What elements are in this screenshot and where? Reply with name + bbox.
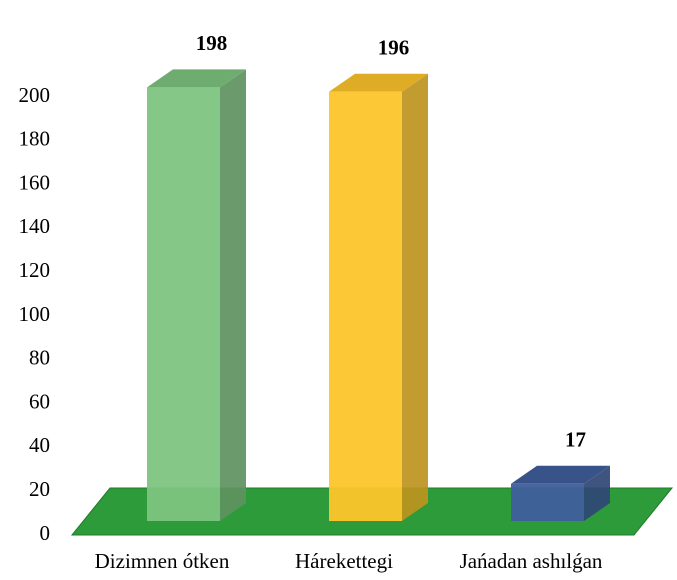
value-label: 196	[378, 36, 410, 60]
bar	[329, 91, 402, 521]
y-tick-label: 100	[19, 302, 51, 326]
y-tick-label: 200	[19, 83, 51, 107]
y-tick-label: 20	[29, 477, 50, 501]
y-tick-label: 80	[29, 346, 50, 370]
bar-side	[584, 465, 610, 521]
y-tick-label: 180	[19, 127, 51, 151]
y-tick-label: 120	[19, 258, 51, 282]
bar-top	[147, 69, 246, 88]
y-tick-label: 160	[19, 170, 51, 194]
bar-side	[220, 69, 246, 521]
y-tick-label: 140	[19, 214, 51, 238]
y-tick-label: 0	[40, 521, 51, 545]
y-tick-label: 40	[29, 433, 50, 457]
bar-top	[511, 465, 610, 484]
bar-top	[329, 73, 428, 92]
value-label: 17	[565, 428, 586, 452]
bar	[147, 87, 220, 521]
x-tick-label: Jańadan ashılǵan	[460, 549, 603, 573]
bar-side	[402, 73, 428, 521]
x-tick-label: Dizimnen ótken	[95, 549, 230, 573]
bar	[511, 483, 584, 521]
value-label: 198	[196, 31, 228, 55]
x-tick-label: Hárekettegi	[295, 549, 393, 573]
y-tick-label: 60	[29, 389, 50, 413]
